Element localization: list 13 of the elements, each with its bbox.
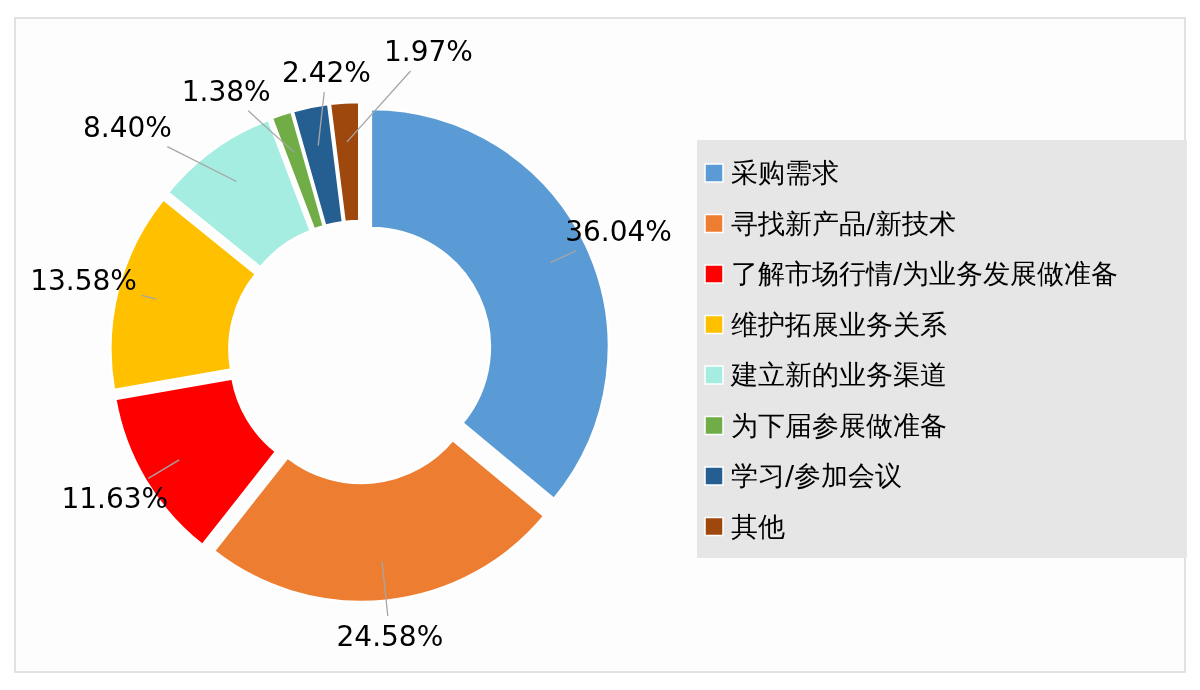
legend-label: 为下届参展做准备 [731, 409, 947, 441]
data-label: 1.38% [181, 74, 271, 108]
legend-label: 其他 [731, 510, 785, 542]
legend-label: 建立新的业务渠道 [730, 359, 947, 390]
data-label: 24.58% [336, 620, 444, 654]
legend-label: 了解市场行情/为业务发展做准备 [731, 258, 1119, 289]
data-label: 1.97% [384, 34, 473, 68]
legend-label: 维护拓展业务关系 [731, 308, 947, 340]
data-label: 2.42% [282, 56, 371, 90]
data-label: 8.40% [83, 110, 172, 144]
legend-label: 寻找新产品/新技术 [731, 207, 957, 239]
legend-label: 学习/参加会议 [731, 460, 903, 491]
legend-label: 采购需求 [731, 157, 839, 188]
